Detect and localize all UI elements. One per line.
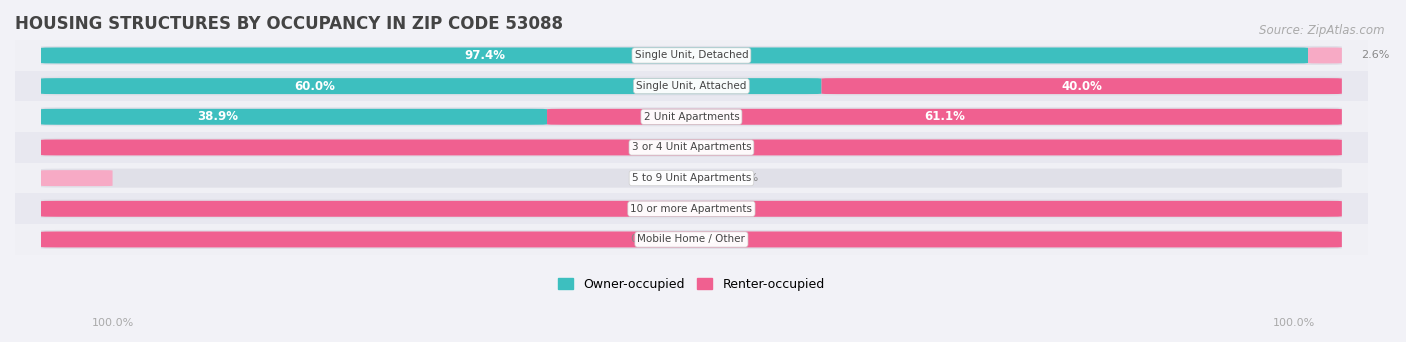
FancyBboxPatch shape [41,77,1341,96]
Text: 5 to 9 Unit Apartments: 5 to 9 Unit Apartments [631,173,751,183]
FancyBboxPatch shape [41,109,547,125]
Text: 2 Unit Apartments: 2 Unit Apartments [644,112,740,122]
FancyBboxPatch shape [41,201,1341,217]
Text: 3 or 4 Unit Apartments: 3 or 4 Unit Apartments [631,143,751,153]
Text: 2.6%: 2.6% [1361,51,1389,61]
FancyBboxPatch shape [1308,48,1341,63]
Text: Source: ZipAtlas.com: Source: ZipAtlas.com [1260,24,1385,37]
Bar [15,40,1368,71]
Text: 0.0%: 0.0% [631,143,659,153]
FancyBboxPatch shape [41,48,1308,63]
Text: 0.0%: 0.0% [631,204,659,214]
Text: 100.0%: 100.0% [1272,318,1315,328]
Text: 0.0%: 0.0% [631,235,659,245]
Bar [15,71,1368,102]
Text: 100.0%: 100.0% [666,233,716,246]
FancyBboxPatch shape [821,78,1341,94]
FancyBboxPatch shape [41,232,1341,247]
Text: 38.9%: 38.9% [198,110,239,123]
FancyBboxPatch shape [41,140,1341,155]
FancyBboxPatch shape [41,169,1341,188]
Text: 100.0%: 100.0% [666,202,716,215]
Legend: Owner-occupied, Renter-occupied: Owner-occupied, Renter-occupied [554,273,830,296]
Bar [15,132,1368,163]
Bar [15,224,1368,255]
Bar [15,163,1368,194]
Text: 100.0%: 100.0% [666,141,716,154]
Text: Single Unit, Attached: Single Unit, Attached [637,81,747,91]
FancyBboxPatch shape [41,107,1341,126]
Text: HOUSING STRUCTURES BY OCCUPANCY IN ZIP CODE 53088: HOUSING STRUCTURES BY OCCUPANCY IN ZIP C… [15,15,562,33]
FancyBboxPatch shape [41,170,112,186]
FancyBboxPatch shape [547,109,1341,125]
Text: 100.0%: 100.0% [91,318,134,328]
Text: Mobile Home / Other: Mobile Home / Other [637,235,745,245]
Text: 10 or more Apartments: 10 or more Apartments [630,204,752,214]
Text: 0.0%: 0.0% [731,173,759,183]
FancyBboxPatch shape [41,230,1341,249]
FancyBboxPatch shape [41,199,1341,218]
Text: Single Unit, Detached: Single Unit, Detached [634,51,748,61]
Bar [15,194,1368,224]
Text: 60.0%: 60.0% [294,80,335,93]
Text: 97.4%: 97.4% [464,49,505,62]
FancyBboxPatch shape [41,78,821,94]
Text: 0.0%: 0.0% [631,173,659,183]
FancyBboxPatch shape [41,46,1341,65]
Bar [15,102,1368,132]
Text: 61.1%: 61.1% [924,110,965,123]
Text: 40.0%: 40.0% [1062,80,1102,93]
FancyBboxPatch shape [41,138,1341,157]
